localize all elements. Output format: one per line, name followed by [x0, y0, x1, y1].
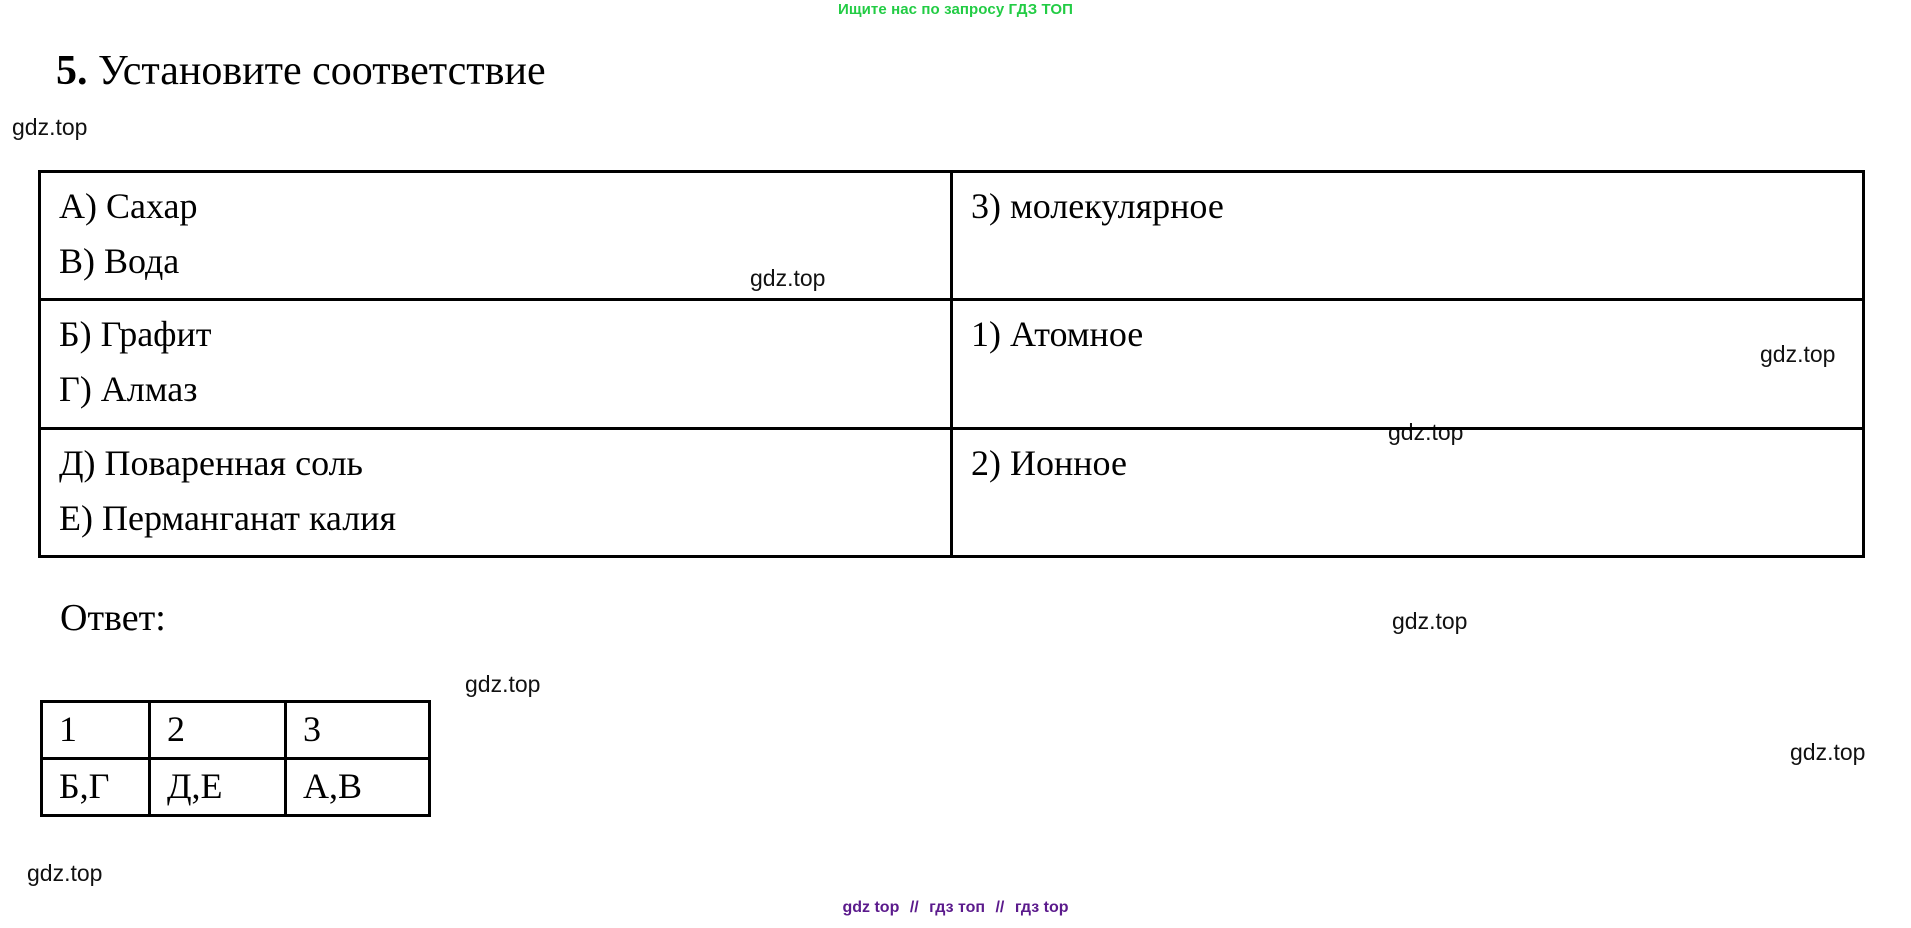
match-option: 3) молекулярное: [971, 186, 1224, 226]
site-footer: gdz top // гдз топ // гдз top: [0, 898, 1911, 918]
match-left-cell: Д) Поваренная соль Е) Перманганат калия: [38, 426, 953, 559]
match-right-cell: 1) Атомное: [950, 298, 1865, 430]
match-option: 2) Ионное: [971, 442, 1127, 483]
page-title: 5. Установите соответствие: [56, 46, 546, 96]
footer-link-gdz-top[interactable]: gdz top: [842, 899, 900, 916]
table-row: Б) Графит Г) Алмаз 1) Атомное: [38, 298, 1865, 430]
footer-separator: //: [909, 899, 919, 916]
watermark: gdz.top: [1392, 608, 1468, 634]
promo-banner: Ищите нас по запросу ГДЗ ТОП: [837, 1, 1074, 18]
answer-value-cell: Д,Е: [148, 757, 287, 817]
answer-value-row: Б,Г Д,Е А,В: [40, 757, 431, 817]
task-number: 5.: [56, 48, 88, 94]
answer-label: Ответ:: [60, 597, 166, 639]
match-item: В) Вода: [59, 240, 180, 281]
answer-header-cell: 2: [148, 700, 287, 760]
answer-value-cell: А,В: [284, 757, 431, 817]
match-right-cell: 2) Ионное: [950, 426, 1865, 559]
table-row: Д) Поваренная соль Е) Перманганат калия …: [38, 426, 1865, 559]
match-left-cell: А) Сахар В) Вода: [38, 169, 953, 302]
match-item: Е) Перманганат калия: [59, 497, 397, 538]
answer-header-row: 1 2 3: [40, 700, 431, 760]
footer-link-gdz-top-ru[interactable]: гдз топ: [929, 899, 986, 916]
watermark: gdz.top: [465, 671, 541, 697]
answer-table: 1 2 3 Б,Г Д,Е А,В: [40, 700, 431, 817]
matching-table: А) Сахар В) Вода 3) молекулярное Б) Граф…: [38, 169, 1865, 559]
answer-header-cell: 1: [40, 700, 151, 760]
match-item: Б) Графит: [59, 314, 212, 355]
watermark: gdz.top: [12, 114, 88, 140]
watermark: gdz.top: [27, 860, 103, 886]
match-item: Г) Алмаз: [59, 369, 198, 410]
match-item: Д) Поваренная соль: [59, 442, 363, 483]
footer-link-gdz-top-mixed[interactable]: гдз top: [1014, 899, 1069, 916]
table-row: А) Сахар В) Вода 3) молекулярное: [38, 169, 1865, 302]
match-right-cell: 3) молекулярное: [950, 169, 1865, 302]
match-option: 1) Атомное: [971, 314, 1144, 355]
match-item: А) Сахар: [59, 186, 198, 226]
watermark: gdz.top: [1790, 739, 1866, 765]
match-left-cell: Б) Графит Г) Алмаз: [38, 298, 953, 430]
answer-value-cell: Б,Г: [40, 757, 151, 817]
answer-header-cell: 3: [284, 700, 431, 760]
task-title-text: Установите соответствие: [98, 48, 546, 94]
footer-separator: //: [995, 899, 1005, 916]
